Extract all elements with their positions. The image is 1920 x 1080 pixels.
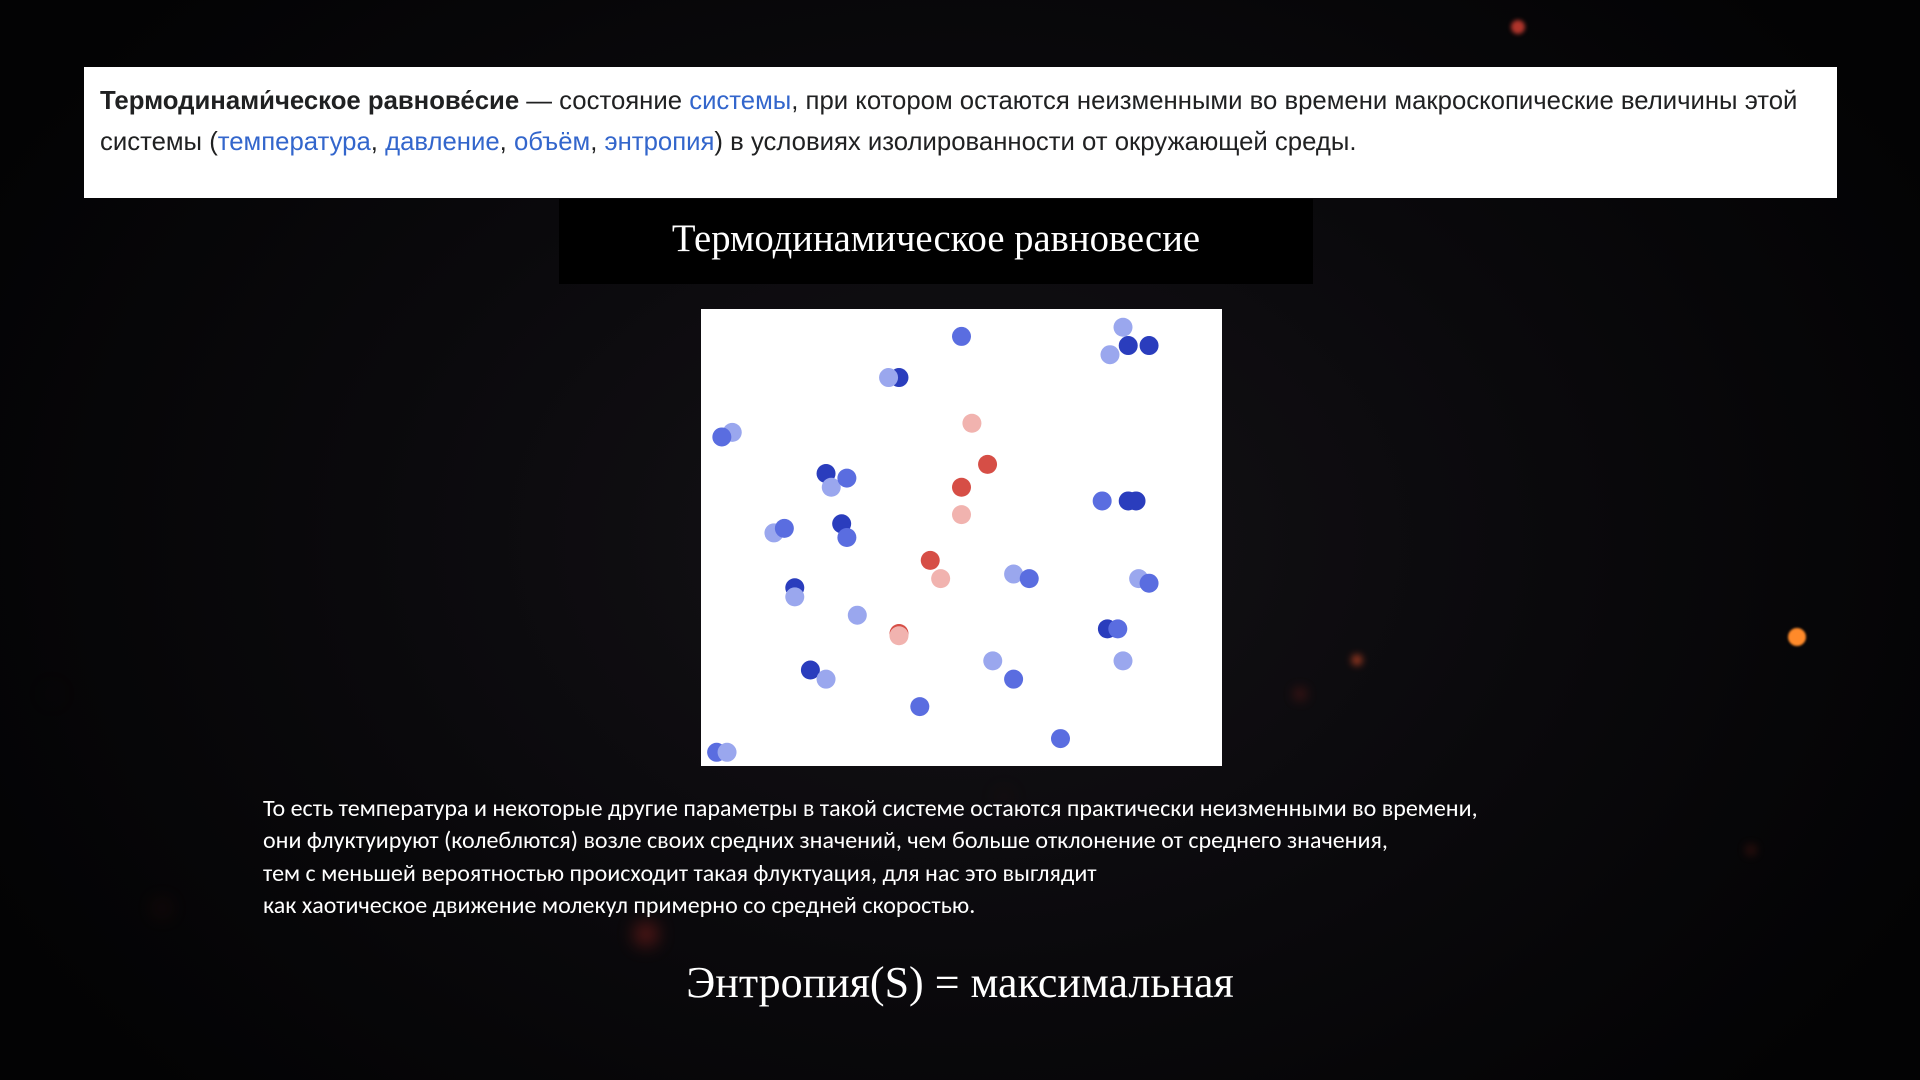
particle [1114,651,1133,670]
particle [1093,491,1112,510]
spark [635,923,657,945]
particle [1140,336,1159,355]
definition-tail: ) в условиях изолированности от окружающ… [714,128,1356,156]
entropy-equation: Энтропия(S) = максимальная [460,957,1460,1008]
particle [837,528,856,547]
particle [983,651,1002,670]
particle-simulation [701,309,1222,766]
particle [889,626,908,645]
definition-dash: — [519,87,559,115]
particle [931,569,950,588]
link-entropy[interactable]: энтропия [604,128,714,156]
particle [962,414,981,433]
section-title-text: Термодинамическое равновесие [672,218,1200,260]
particle [1108,619,1127,638]
explanation-line: тем с меньшей вероятностью происходит та… [263,858,1683,890]
link-system[interactable]: системы [689,87,791,115]
explanation-text: То есть температура и некоторые другие п… [263,793,1683,923]
particle [1127,491,1146,510]
explanation-line: они флуктуируют (колеблются) возле своих… [263,825,1683,857]
particle [775,519,794,538]
definition-pre1: состояние [559,87,689,115]
spark [1747,846,1755,854]
particle [837,469,856,488]
particle [718,743,737,762]
particle [910,697,929,716]
definition-box: Термодинами́ческое равнове́сие — состоян… [84,67,1837,198]
particle [712,427,731,446]
particle [952,327,971,346]
particle [952,505,971,524]
particle [785,587,804,606]
entropy-equation-text: Энтропия(S) = максимальная [686,958,1234,1007]
link-temperature[interactable]: температура [218,128,371,156]
particle [879,368,898,387]
particle [952,478,971,497]
particle [1114,318,1133,337]
particle [1119,336,1138,355]
particle [921,551,940,570]
particle [817,670,836,689]
explanation-line: как хаотическое движение молекул примерн… [263,890,1683,922]
spark [1788,628,1806,646]
particle [1004,670,1023,689]
definition-sep2: , [500,128,514,156]
spark [156,902,168,914]
spark [1352,655,1362,665]
link-volume[interactable]: объём [514,128,590,156]
particle [1051,729,1070,748]
particle [1020,569,1039,588]
definition-sep1: , [371,128,385,156]
spark [48,690,56,698]
section-title: Термодинамическое равновесие [559,199,1313,284]
link-pressure[interactable]: давление [385,128,500,156]
particle [978,455,997,474]
particle [1100,345,1119,364]
particle [1140,574,1159,593]
spark [1295,689,1305,699]
definition-term: Термодинами́ческое равнове́сие [100,87,519,115]
explanation-line: То есть температура и некоторые другие п… [263,793,1683,825]
definition-sep3: , [590,128,604,156]
spark [1511,20,1525,34]
particle [848,606,867,625]
